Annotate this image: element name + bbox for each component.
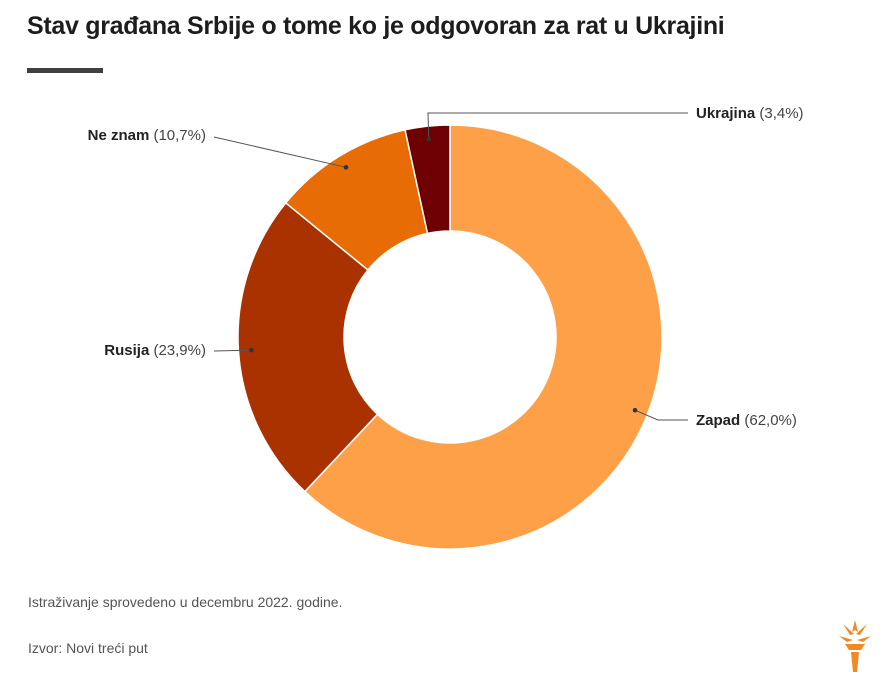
leader-line — [427, 112, 688, 140]
chart-title: Stav građana Srbije o tome ko je odgovor… — [27, 12, 725, 40]
title-underline — [27, 68, 103, 73]
leader-dot — [343, 165, 349, 170]
leader-line — [634, 409, 688, 421]
source-note: Izvor: Novi treći put — [28, 640, 148, 656]
leader-dot — [249, 347, 254, 353]
torch-icon — [839, 620, 871, 672]
slice-zapad — [303, 124, 663, 550]
survey-note: Istraživanje sprovedeno u decembru 2022.… — [28, 594, 343, 610]
slice-label-rusija: Rusija (23,9%) — [104, 342, 206, 359]
leader-line — [213, 349, 252, 352]
leader-line — [213, 136, 347, 168]
leader-dot — [632, 407, 638, 413]
slice-label-ukrajina: Ukrajina (3,4%) — [696, 105, 804, 122]
slice-ukrajina — [404, 124, 451, 235]
leader-dot — [426, 136, 432, 142]
slice-label-ne-znam: Ne znam (10,7%) — [88, 127, 206, 144]
donut-chart: Zapad (62,0%) Rusija (23,9%) Ne znam (10,7… — [88, 105, 804, 550]
slice-label-zapad: Zapad (62,0%) — [696, 412, 797, 429]
slice-rusija — [237, 201, 379, 493]
